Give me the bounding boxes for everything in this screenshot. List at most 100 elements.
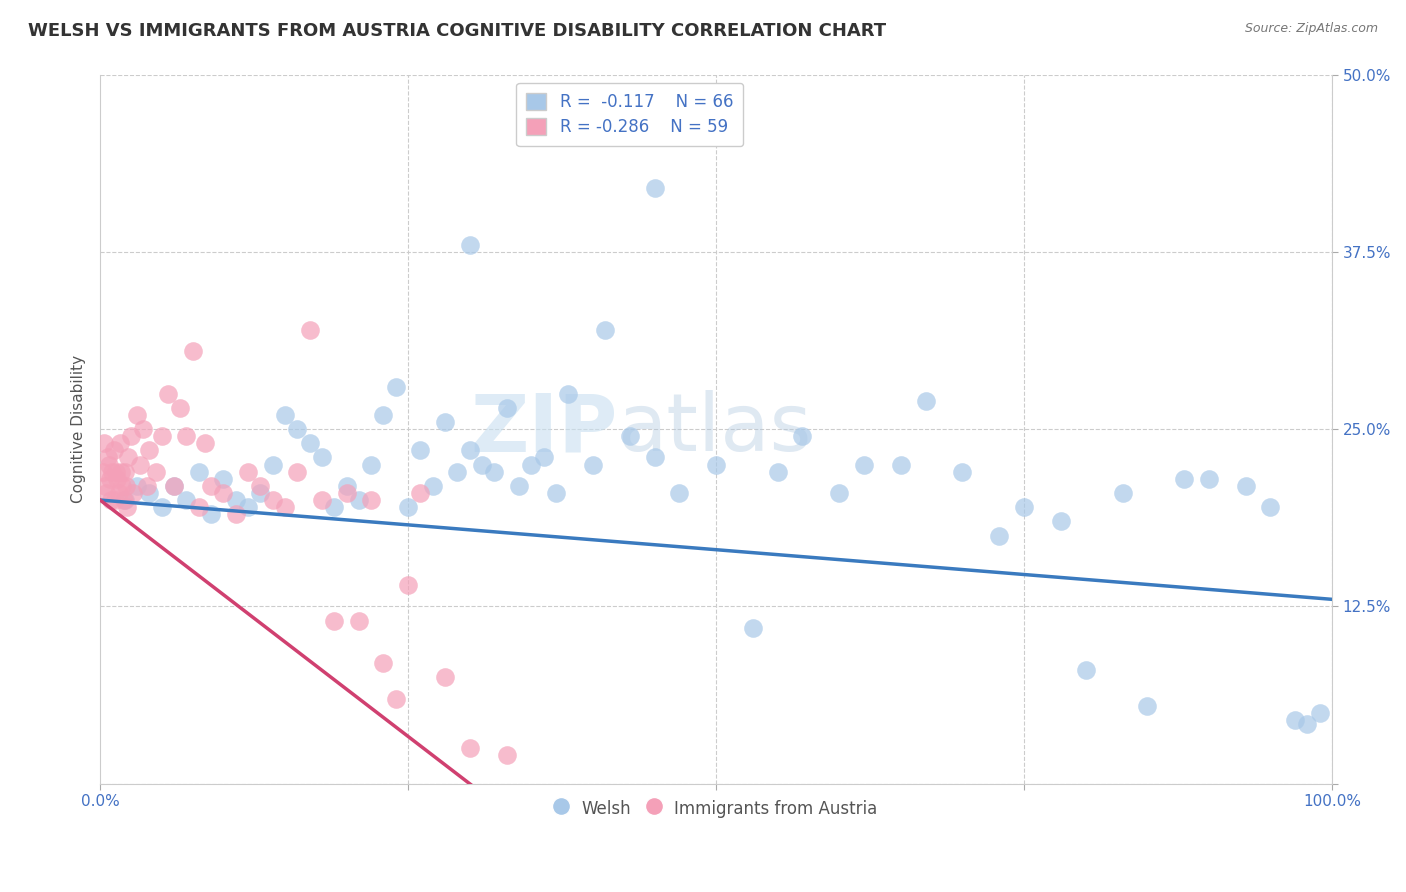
Text: WELSH VS IMMIGRANTS FROM AUSTRIA COGNITIVE DISABILITY CORRELATION CHART: WELSH VS IMMIGRANTS FROM AUSTRIA COGNITI… — [28, 22, 886, 40]
Point — [792, 429, 814, 443]
Point — [169, 401, 191, 415]
Point — [194, 436, 217, 450]
Text: Source: ZipAtlas.com: Source: ZipAtlas.com — [1244, 22, 1378, 36]
Point — [335, 486, 357, 500]
Point — [1309, 706, 1331, 720]
Point — [122, 486, 145, 500]
Point — [114, 465, 136, 479]
Point — [484, 465, 506, 479]
Point — [212, 486, 235, 500]
Point — [593, 323, 616, 337]
Point — [668, 486, 690, 500]
Point — [828, 486, 851, 500]
Point — [132, 422, 155, 436]
Point — [262, 493, 284, 508]
Point — [582, 458, 605, 472]
Point — [200, 507, 222, 521]
Point — [409, 486, 432, 500]
Point — [890, 458, 912, 472]
Point — [335, 479, 357, 493]
Point — [396, 500, 419, 515]
Point — [298, 323, 321, 337]
Text: ZIP: ZIP — [470, 390, 617, 468]
Point — [176, 429, 198, 443]
Point — [347, 493, 370, 508]
Point — [373, 656, 395, 670]
Point — [105, 465, 128, 479]
Point — [311, 450, 333, 465]
Point — [644, 450, 666, 465]
Point — [274, 408, 297, 422]
Point — [1173, 472, 1195, 486]
Point — [163, 479, 186, 493]
Point — [1136, 698, 1159, 713]
Point — [111, 479, 134, 493]
Point — [128, 458, 150, 472]
Legend: Welsh, Immigrants from Austria: Welsh, Immigrants from Austria — [548, 791, 884, 825]
Point — [97, 458, 120, 472]
Point — [471, 458, 494, 472]
Point — [704, 458, 727, 472]
Point — [96, 450, 118, 465]
Point — [285, 465, 308, 479]
Point — [644, 181, 666, 195]
Point — [150, 429, 173, 443]
Point — [114, 493, 136, 508]
Point — [458, 443, 481, 458]
Point — [115, 479, 138, 493]
Point — [385, 691, 408, 706]
Point — [136, 479, 159, 493]
Point — [458, 237, 481, 252]
Point — [1050, 514, 1073, 528]
Point — [94, 479, 117, 493]
Point — [274, 500, 297, 515]
Point — [108, 436, 131, 450]
Point — [1074, 663, 1097, 677]
Point — [298, 436, 321, 450]
Point — [150, 500, 173, 515]
Point — [373, 408, 395, 422]
Point — [93, 436, 115, 450]
Point — [360, 493, 382, 508]
Point — [385, 379, 408, 393]
Point — [236, 465, 259, 479]
Point — [347, 614, 370, 628]
Point — [533, 450, 555, 465]
Point — [323, 500, 346, 515]
Point — [104, 493, 127, 508]
Point — [236, 500, 259, 515]
Point — [742, 621, 765, 635]
Point — [163, 479, 186, 493]
Point — [187, 500, 209, 515]
Point — [952, 465, 974, 479]
Point — [101, 465, 124, 479]
Point — [96, 486, 118, 500]
Point — [107, 486, 129, 500]
Point — [1284, 713, 1306, 727]
Point — [285, 422, 308, 436]
Point — [520, 458, 543, 472]
Point — [145, 465, 167, 479]
Point — [495, 748, 517, 763]
Point — [914, 393, 936, 408]
Point — [100, 493, 122, 508]
Point — [249, 479, 271, 493]
Point — [225, 507, 247, 521]
Point — [98, 472, 121, 486]
Point — [1012, 500, 1035, 515]
Point — [852, 458, 875, 472]
Point — [1111, 486, 1133, 500]
Point — [181, 344, 204, 359]
Point — [127, 479, 149, 493]
Point — [988, 528, 1011, 542]
Point — [1260, 500, 1282, 515]
Point — [766, 465, 789, 479]
Point — [422, 479, 444, 493]
Point — [176, 493, 198, 508]
Point — [117, 450, 139, 465]
Point — [112, 493, 135, 508]
Point — [138, 486, 160, 500]
Point — [110, 465, 132, 479]
Point — [311, 493, 333, 508]
Point — [138, 443, 160, 458]
